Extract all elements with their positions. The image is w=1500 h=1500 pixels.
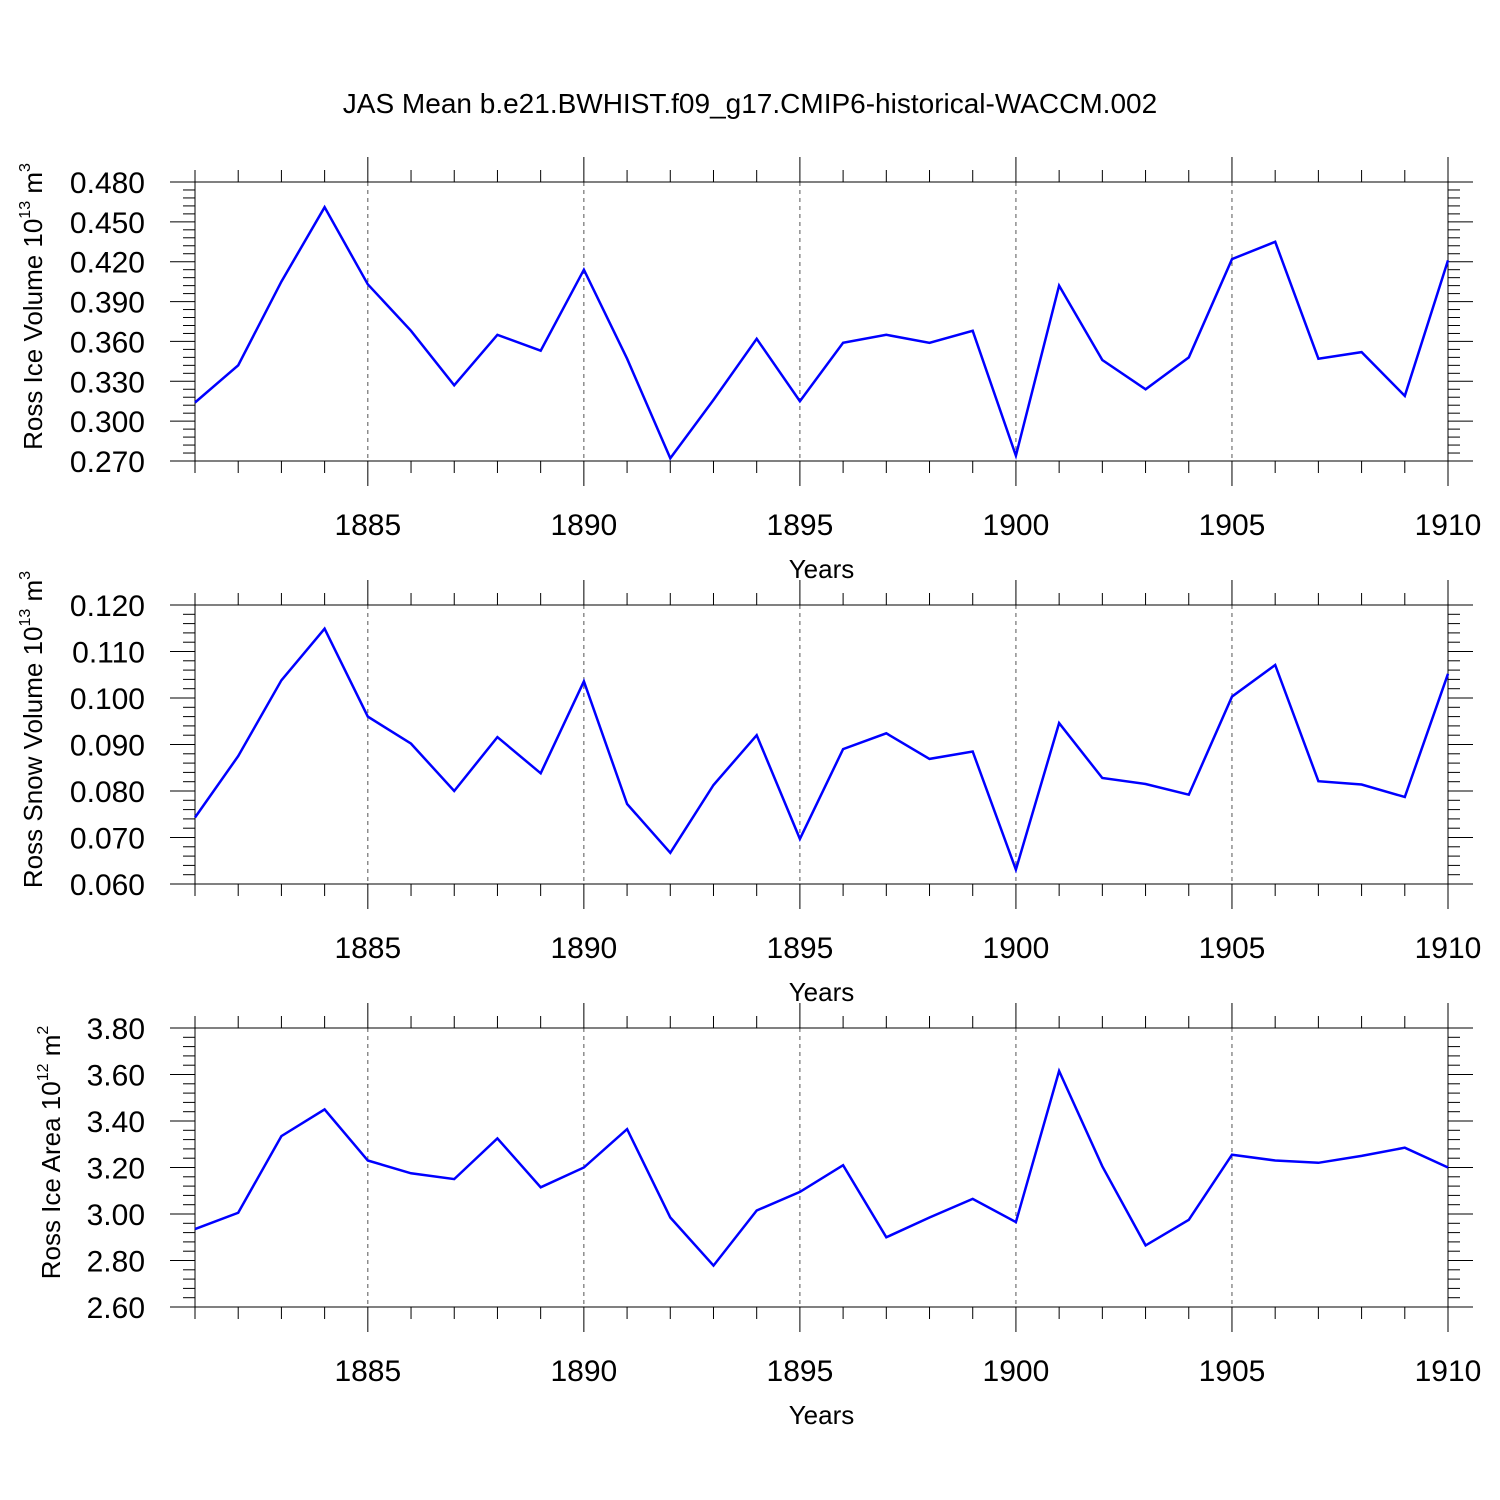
chart-title: JAS Mean b.e21.BWHIST.f09_g17.CMIP6-hist…: [342, 88, 1158, 119]
x-tick-label: 1905: [1199, 1355, 1266, 1388]
y-axis-title: Ross Ice Volume 1013 m3: [17, 163, 48, 450]
y-axis-title: Ross Ice Area 1012 m2: [35, 1026, 66, 1280]
y-tick-label: 0.070: [70, 823, 145, 856]
y-axis-title-text: Ross Ice Area 10: [36, 1081, 66, 1279]
y-tick-label: 0.390: [70, 287, 145, 320]
y-tick-label: 2.80: [87, 1246, 145, 1279]
y-axis-title: Ross Snow Volume 1013 m3: [17, 571, 48, 888]
y-tick-label: 0.060: [70, 869, 145, 902]
y-tick-label: 0.360: [70, 326, 145, 359]
y-tick-label: 0.450: [70, 207, 145, 240]
y-tick-label: 3.60: [87, 1060, 145, 1093]
y-axis-title-text: m: [18, 580, 48, 609]
x-tick-label: 1885: [334, 1355, 401, 1388]
panel-ice-volume: 0.270 0.300 0.330 0.360 0.390 0.420 0.450 0.480…: [17, 157, 1481, 584]
panel-ice-area: 2.60 2.80 3.00 3.20 3.40 3.60 3.80 1885 1890 1895…: [35, 1003, 1481, 1430]
panel-snow-volume: 0.060 0.070 0.080 0.090 0.100 0.110 0.120 1885 1…: [17, 571, 1481, 1007]
plot-frame: [194, 604, 1449, 885]
x-axis-title: Years: [789, 977, 855, 1007]
y-axis-title-superscript: 12: [35, 1063, 52, 1081]
y-tick-label: 0.090: [70, 730, 145, 763]
plot-frame: [194, 181, 1449, 462]
x-tick-label: 1900: [983, 1355, 1050, 1388]
x-tick-label: 1885: [334, 509, 401, 542]
x-tick-label: 1885: [334, 932, 401, 965]
plot-frame: [194, 1027, 1449, 1308]
x-axis-title: Years: [789, 554, 855, 584]
y-tick-label: 3.80: [87, 1013, 145, 1046]
x-axis-title: Years: [789, 1400, 855, 1430]
x-tick-label: 1910: [1415, 932, 1482, 965]
y-tick-label: 3.40: [87, 1106, 145, 1139]
y-tick-label: 0.480: [70, 167, 145, 200]
y-axis-title-superscript: 3: [17, 571, 34, 580]
series-line: [194, 1067, 1449, 1268]
y-tick-label: 0.330: [70, 366, 145, 399]
y-tick-label: 0.420: [70, 247, 145, 280]
y-tick-label: 0.110: [72, 637, 145, 670]
x-tick-label: 1900: [983, 509, 1050, 542]
y-tick-label: 3.20: [87, 1153, 145, 1186]
y-axis-title-text: Ross Ice Volume 10: [18, 219, 48, 450]
y-tick-label: 3.00: [87, 1199, 145, 1232]
series-line: [194, 204, 1450, 461]
y-tick-label: 0.120: [70, 590, 145, 623]
x-tick-label: 1890: [550, 509, 617, 542]
x-tick-label: 1895: [767, 509, 834, 542]
y-tick-label: 0.100: [70, 683, 145, 716]
y-axis-title-text: Ross Snow Volume 10: [18, 627, 48, 889]
y-tick-label: 0.080: [70, 776, 145, 809]
x-tick-label: 1905: [1199, 932, 1266, 965]
y-axis-title-superscript: 13: [17, 609, 34, 627]
x-tick-label: 1890: [550, 1355, 617, 1388]
y-axis-title-text: m: [36, 1035, 66, 1064]
y-axis-title-superscript: 2: [35, 1026, 52, 1035]
series-line: [193, 626, 1450, 874]
x-tick-label: 1900: [983, 932, 1050, 965]
x-tick-label: 1890: [550, 932, 617, 965]
y-axis-title-superscript: 3: [17, 163, 34, 172]
x-tick-label: 1910: [1415, 1355, 1482, 1388]
x-tick-label: 1910: [1415, 509, 1482, 542]
y-axis-title-text: m: [18, 172, 48, 201]
x-tick-label: 1895: [767, 1355, 834, 1388]
x-tick-label: 1895: [767, 932, 834, 965]
y-tick-label: 2.60: [87, 1292, 145, 1325]
y-axis-title-superscript: 13: [17, 201, 34, 219]
y-tick-label: 0.270: [70, 446, 145, 479]
y-tick-label: 0.300: [70, 406, 145, 439]
x-tick-label: 1905: [1199, 509, 1266, 542]
